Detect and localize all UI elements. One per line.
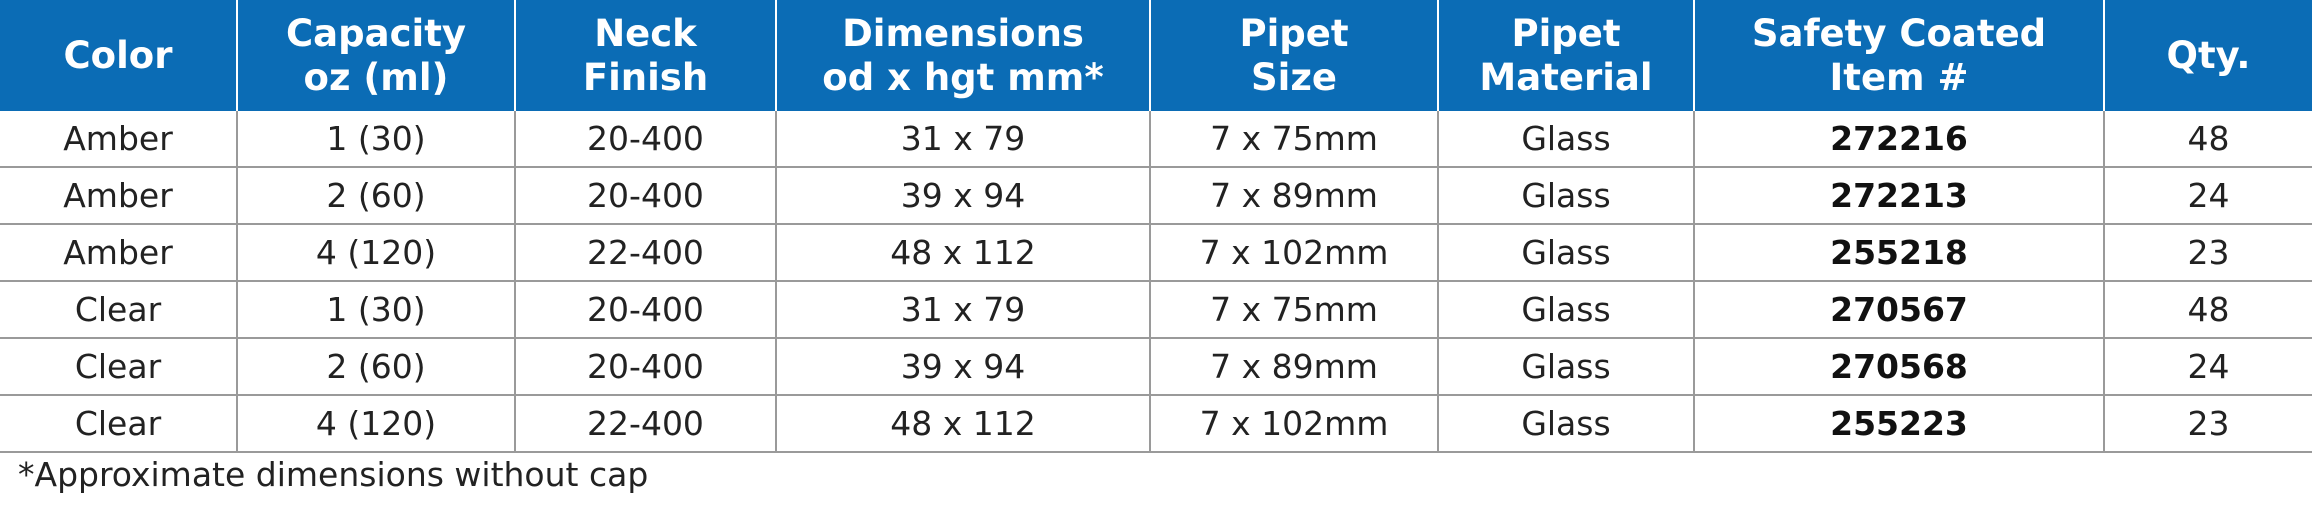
header-line: Finish xyxy=(582,55,709,99)
table-row: Clear 4 (120) 22-400 48 x 112 7 x 102mm Glass… xyxy=(0,395,2312,453)
table-cell: 20-400 xyxy=(514,111,776,168)
table-cell: Clear xyxy=(0,281,237,339)
header-line: Pipet xyxy=(1511,11,1621,55)
item-number: 272213 xyxy=(1693,167,2104,225)
table-cell: 22-400 xyxy=(514,395,776,453)
table-cell: Clear xyxy=(0,338,237,396)
table-cell: Glass xyxy=(1437,395,1694,453)
table-cell: 1 (30) xyxy=(236,111,515,168)
table-cell: Amber xyxy=(0,224,237,282)
table-cell: 7 x 75mm xyxy=(1149,281,1438,339)
header-cell: Dimensions od x hgt mm* xyxy=(775,0,1150,111)
table-cell: Glass xyxy=(1437,111,1694,168)
header-cell: Pipet Size xyxy=(1149,0,1438,111)
table-cell: 48 xyxy=(2103,111,2312,168)
table-cell: 23 xyxy=(2103,224,2312,282)
header-cell: Color xyxy=(0,0,237,111)
footnote: *Approximate dimensions without cap xyxy=(18,455,649,494)
table-cell: Amber xyxy=(0,111,237,168)
header-line: oz (ml) xyxy=(303,55,449,99)
table-cell: Glass xyxy=(1437,281,1694,339)
item-number: 270568 xyxy=(1693,338,2104,396)
table-cell: 22-400 xyxy=(514,224,776,282)
header-line: od x hgt mm* xyxy=(822,55,1104,99)
table-row: Amber 2 (60) 20-400 39 x 94 7 x 89mm Glass 272… xyxy=(0,167,2312,225)
header-line: Capacity xyxy=(286,11,466,55)
header-line: Size xyxy=(1251,55,1337,99)
table-cell: 2 (60) xyxy=(236,167,515,225)
table-cell: Glass xyxy=(1437,224,1694,282)
header-line: Dimensions xyxy=(842,11,1084,55)
table-cell: 4 (120) xyxy=(236,395,515,453)
table-cell: Amber xyxy=(0,167,237,225)
table-cell: 7 x 89mm xyxy=(1149,167,1438,225)
product-table: Color Capacity oz (ml) Neck Finish Dimensions… xyxy=(0,0,2312,453)
table-cell: 7 x 102mm xyxy=(1149,224,1438,282)
table-cell: 48 x 112 xyxy=(775,224,1150,282)
header-cell: Pipet Material xyxy=(1437,0,1694,111)
table-cell: 24 xyxy=(2103,338,2312,396)
header-line: Item # xyxy=(1829,55,1969,99)
table-cell: 20-400 xyxy=(514,338,776,396)
header-line: Neck xyxy=(594,11,697,55)
table-cell: 24 xyxy=(2103,167,2312,225)
item-number: 255218 xyxy=(1693,224,2104,282)
header-cell: Capacity oz (ml) xyxy=(236,0,515,111)
table-cell: 7 x 75mm xyxy=(1149,111,1438,168)
header-cell: Neck Finish xyxy=(514,0,776,111)
table-cell: 7 x 102mm xyxy=(1149,395,1438,453)
header-line: Safety Coated xyxy=(1751,11,2047,55)
header-row: Color Capacity oz (ml) Neck Finish Dimensions… xyxy=(0,0,2312,111)
item-number: 272216 xyxy=(1693,111,2104,168)
table-cell: Glass xyxy=(1437,167,1694,225)
table-cell: 48 x 112 xyxy=(775,395,1150,453)
table-cell: Glass xyxy=(1437,338,1694,396)
table-cell: 48 xyxy=(2103,281,2312,339)
table-cell: 20-400 xyxy=(514,281,776,339)
table-cell: 31 x 79 xyxy=(775,281,1150,339)
header-cell: Safety Coated Item # xyxy=(1693,0,2104,111)
table-cell: 1 (30) xyxy=(236,281,515,339)
table-cell: 31 x 79 xyxy=(775,111,1150,168)
header-cell: Qty. xyxy=(2103,0,2312,111)
table-row: Clear 1 (30) 20-400 31 x 79 7 x 75mm Glass 270… xyxy=(0,281,2312,339)
table-row: Amber 1 (30) 20-400 31 x 79 7 x 75mm Glass 272… xyxy=(0,111,2312,168)
table-cell: 39 x 94 xyxy=(775,338,1150,396)
table-cell: 4 (120) xyxy=(236,224,515,282)
header-line: Pipet xyxy=(1239,11,1349,55)
table-cell: Clear xyxy=(0,395,237,453)
table-cell: 2 (60) xyxy=(236,338,515,396)
item-number: 255223 xyxy=(1693,395,2104,453)
table-cell: 23 xyxy=(2103,395,2312,453)
table-body: Amber 1 (30) 20-400 31 x 79 7 x 75mm Glass 272… xyxy=(0,111,2312,453)
table-row: Amber 4 (120) 22-400 48 x 112 7 x 102mm Glass… xyxy=(0,224,2312,282)
item-number: 270567 xyxy=(1693,281,2104,339)
table-cell: 20-400 xyxy=(514,167,776,225)
table-cell: 7 x 89mm xyxy=(1149,338,1438,396)
table-cell: 39 x 94 xyxy=(775,167,1150,225)
header-line: Qty. xyxy=(2166,33,2251,77)
table-row: Clear 2 (60) 20-400 39 x 94 7 x 89mm Glass 270… xyxy=(0,338,2312,396)
header-line: Color xyxy=(63,33,173,77)
header-line: Material xyxy=(1479,55,1653,99)
